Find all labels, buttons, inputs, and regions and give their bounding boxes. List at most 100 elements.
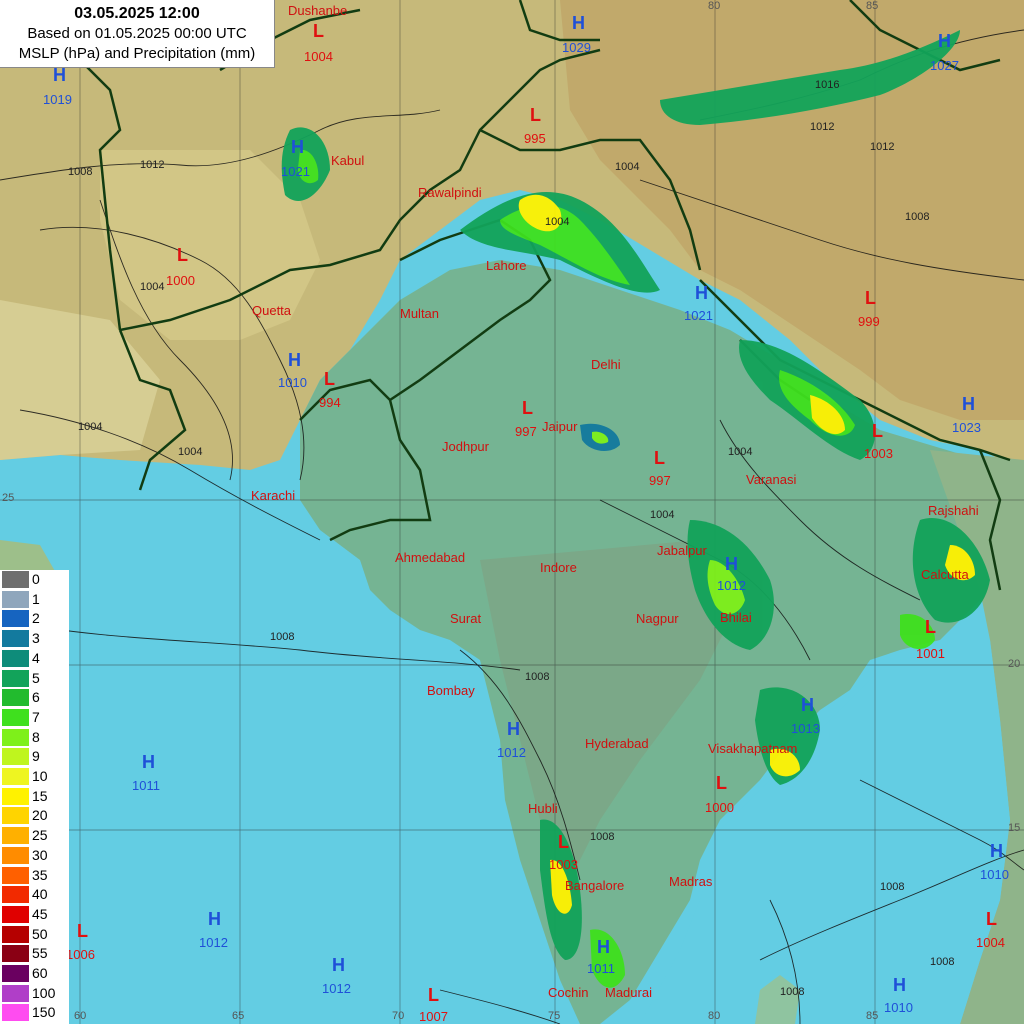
legend-row: 7 xyxy=(0,708,69,728)
legend-row: 25 xyxy=(0,826,69,846)
legend-swatch xyxy=(2,669,29,687)
city-label: Quetta xyxy=(252,303,292,318)
city-label: Ahmedabad xyxy=(395,550,466,565)
legend-swatch xyxy=(2,846,29,864)
isobar-label: 1004 xyxy=(178,446,202,458)
low-pressure-marker: L xyxy=(428,985,439,1005)
pressure-value: 1000 xyxy=(166,273,195,288)
city-label: Dushanbe xyxy=(288,3,348,18)
high-pressure-marker: H xyxy=(962,394,975,414)
low-pressure-marker: L xyxy=(77,921,88,941)
legend-row: 8 xyxy=(0,728,69,748)
legend-row: 10 xyxy=(0,767,69,787)
legend-label: 0 xyxy=(32,571,40,587)
legend-row: 100 xyxy=(0,984,69,1004)
high-pressure-marker: H xyxy=(208,909,221,929)
precipitation-legend: 0 1 2 3 4 5 6 7 8 9 10 15 20 25 30 35 40 45 50 55 60 100 150 xyxy=(0,570,69,1024)
legend-label: 150 xyxy=(32,1004,56,1021)
low-pressure-marker: L xyxy=(530,105,541,125)
legend-label: 9 xyxy=(32,748,40,765)
isobar-label: 1004 xyxy=(650,509,674,521)
isobar-label: 1004 xyxy=(728,446,752,458)
high-pressure-marker: H xyxy=(990,841,1003,861)
legend-label: 45 xyxy=(32,905,48,922)
high-pressure-marker: H xyxy=(725,554,738,574)
legend-label: 4 xyxy=(32,649,40,666)
low-pressure-marker: L xyxy=(986,909,997,929)
legend-row: 30 xyxy=(0,846,69,866)
high-pressure-marker: H xyxy=(53,65,66,85)
low-pressure-marker: L xyxy=(522,398,533,418)
city-label: Cochin xyxy=(548,985,589,1000)
precip-west-ghats xyxy=(540,819,625,988)
pressure-value: 1012 xyxy=(497,745,526,760)
city-label: Calcutta xyxy=(921,567,969,582)
pressure-value: 1023 xyxy=(952,420,981,435)
city-label: Bangalore xyxy=(565,878,625,893)
land-deccan xyxy=(480,540,740,880)
legend-row: 6 xyxy=(0,688,69,708)
isobar-label: 1004 xyxy=(545,216,569,228)
isobars xyxy=(0,29,1024,1024)
legend-swatch xyxy=(2,787,29,805)
legend-label: 15 xyxy=(32,787,48,804)
low-pressure-marker: L xyxy=(313,21,324,41)
low-pressure-marker: L xyxy=(865,288,876,308)
bay-of-bengal xyxy=(640,640,1010,1024)
legend-swatch xyxy=(2,984,29,1002)
legend-swatch xyxy=(2,1004,29,1022)
low-pressure-marker: L xyxy=(558,832,569,852)
low-pressure-marker: L xyxy=(925,617,936,637)
precip-afghanistan xyxy=(281,127,330,201)
city-label: Rajshahi xyxy=(928,503,979,518)
grid-tick: 80 xyxy=(708,1010,721,1022)
legend-label: 20 xyxy=(32,807,48,824)
isobar-label: 1004 xyxy=(615,161,639,173)
pressure-value: 1012 xyxy=(717,578,746,593)
land-plateau xyxy=(100,150,320,340)
legend-row: 150 xyxy=(0,1003,69,1023)
pressure-value: 997 xyxy=(515,424,537,439)
legend-label: 3 xyxy=(32,630,40,647)
legend-row: 9 xyxy=(0,747,69,767)
pressure-value: 1012 xyxy=(322,981,351,996)
city-label: Bhilai xyxy=(720,610,752,625)
forecast-time: 03.05.2025 12:00 xyxy=(74,5,200,22)
isobar-label: 1008 xyxy=(780,986,804,998)
city-label: Indore xyxy=(540,560,577,575)
city-label: Delhi xyxy=(591,357,621,372)
pressure-value: 1004 xyxy=(976,935,1005,950)
city-label: Hyderabad xyxy=(585,736,649,751)
legend-swatch xyxy=(2,728,29,746)
precip-tibet-north xyxy=(660,30,960,125)
isobar-label: 1004 xyxy=(78,421,102,433)
legend-label: 5 xyxy=(32,669,40,686)
low-pressure-marker: L xyxy=(716,773,727,793)
city-label: Bombay xyxy=(427,683,475,698)
isobar-label: 1008 xyxy=(905,211,929,223)
pressure-value: 995 xyxy=(524,131,546,146)
city-label: Varanasi xyxy=(746,472,797,487)
city-label: Jodhpur xyxy=(442,439,489,454)
legend-label: 100 xyxy=(32,984,56,1001)
legend-row: 20 xyxy=(0,806,69,826)
legend-swatch xyxy=(2,925,29,943)
isobar-label: 1012 xyxy=(870,141,894,153)
precip-east-coast xyxy=(755,687,820,785)
pressure-value: 1007 xyxy=(419,1009,448,1024)
high-pressure-marker: H xyxy=(572,13,585,33)
grid-tick: 70 xyxy=(392,1010,405,1022)
pressure-value: 997 xyxy=(649,473,671,488)
legend-row: 50 xyxy=(0,925,69,945)
grid-tick: 80 xyxy=(708,0,721,12)
legend-row: 15 xyxy=(0,787,69,807)
precip-central xyxy=(687,520,774,650)
legend-swatch xyxy=(2,768,29,785)
pressure-value: 1021 xyxy=(684,308,713,323)
legend-row: 2 xyxy=(0,609,69,629)
city-label: Multan xyxy=(400,306,440,321)
legend-swatch xyxy=(2,965,29,982)
legend-row: 45 xyxy=(0,905,69,925)
pressure-value: 1029 xyxy=(562,40,591,55)
